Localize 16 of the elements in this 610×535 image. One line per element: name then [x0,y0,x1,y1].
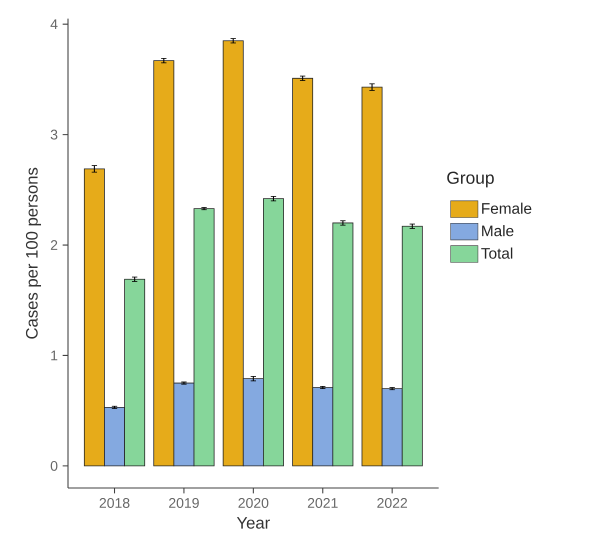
y-tick-label: 3 [50,130,58,140]
legend-label: Male [482,225,514,236]
x-tick-label: 2019 [169,498,199,508]
x-tick-label: 2021 [308,498,338,508]
x-tick-label: 2018 [100,498,130,508]
y-tick-label: 2 [50,240,58,250]
legend-label: Total [481,248,512,259]
y-tick-label: 0 [50,460,58,471]
y-tick-label: 4 [50,19,58,29]
y-axis-title: Cases per 100 persons [26,168,42,339]
x-tick-label: 2020 [238,498,268,508]
x-tick-label: 2022 [377,498,408,508]
x-axis-title: Year [236,517,270,529]
legend-label: Female [482,202,532,214]
legend-title: Group [447,172,494,188]
y-tick-label: 1 [51,350,58,360]
